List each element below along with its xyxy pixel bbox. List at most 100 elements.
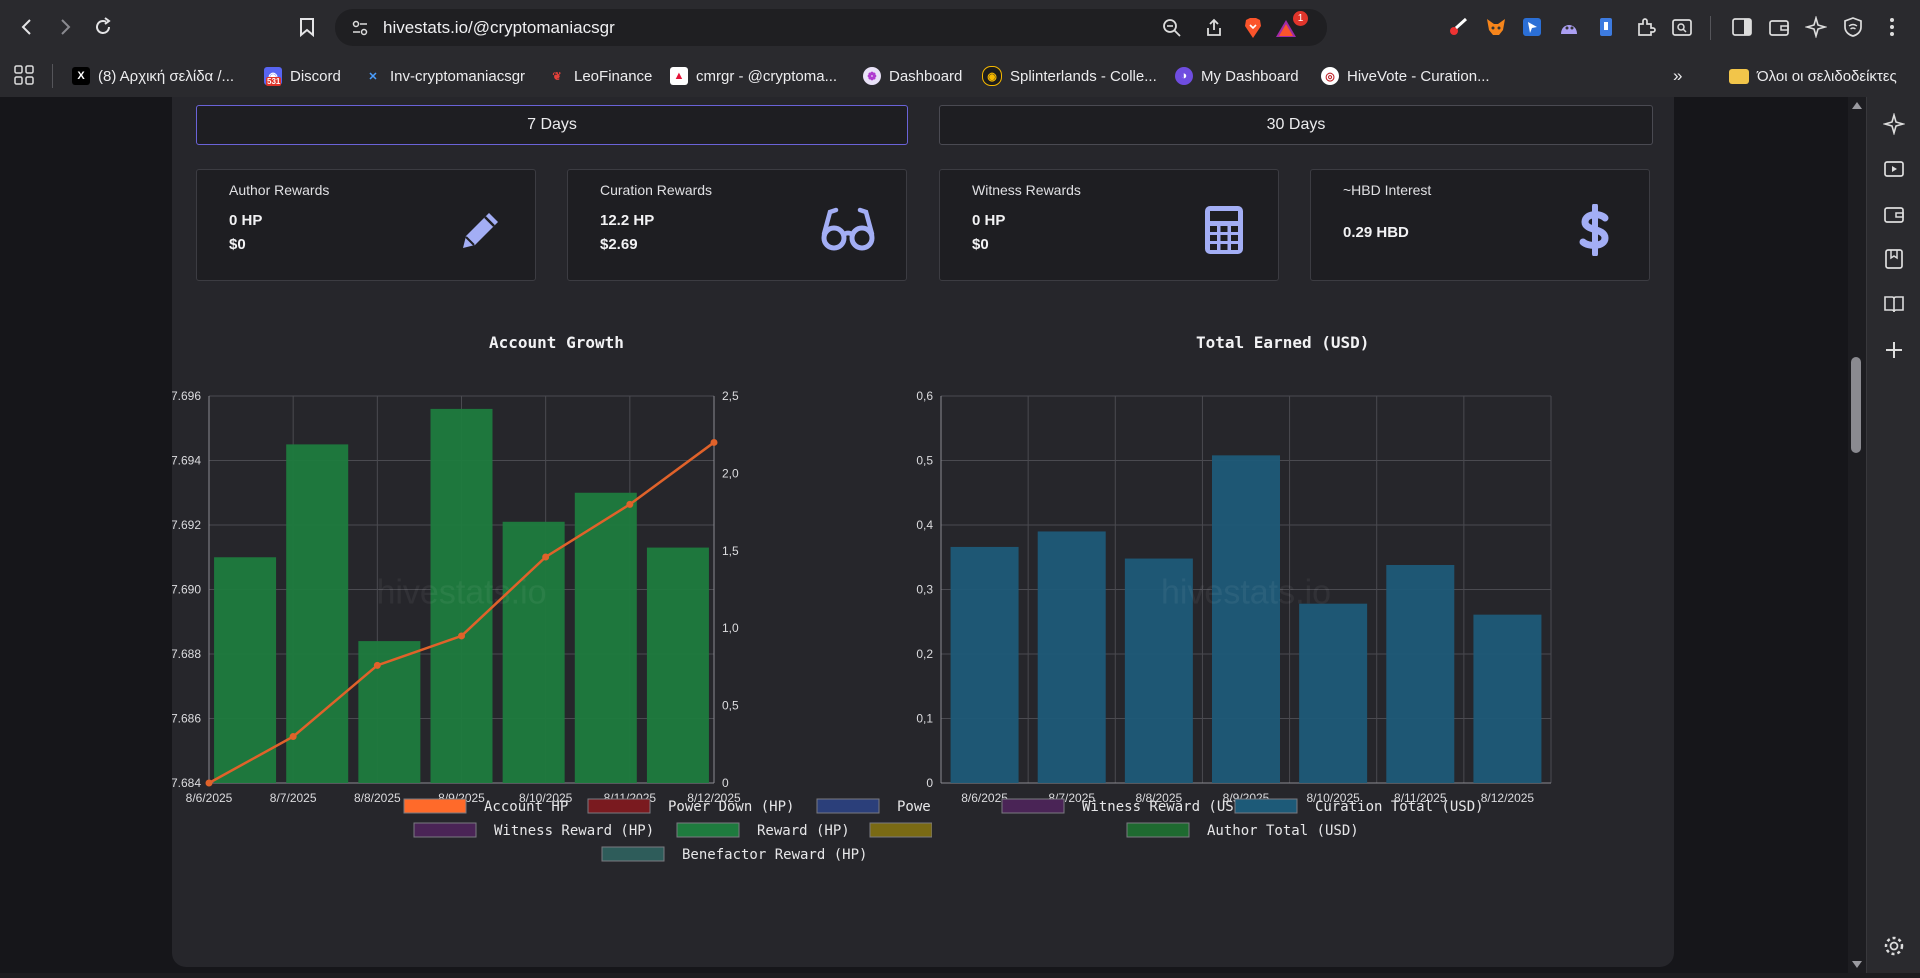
bookmark-mydashboard[interactable]: ◑ My Dashboard xyxy=(1175,65,1299,87)
bookmark-hivevote[interactable]: ◎ HiveVote - Curation... xyxy=(1321,65,1490,87)
legend-swatch xyxy=(1001,798,1065,814)
dashboard-icon: ❁ xyxy=(863,67,881,85)
chart-watermark: hivestats.io xyxy=(1161,574,1331,612)
splinterlands-icon: ◉ xyxy=(982,66,1002,86)
site-settings-icon[interactable] xyxy=(349,17,371,39)
bookmark-label: Splinterlands - Colle... xyxy=(1010,67,1157,85)
vpn-icon[interactable] xyxy=(1840,14,1866,40)
bookmark-label: (8) Αρχική σελίδα /... xyxy=(98,67,235,85)
bookmark-leofinance[interactable]: ❦ LeoFinance xyxy=(548,65,652,87)
witness-rewards-card: Witness Rewards 0 HP $0 xyxy=(939,169,1279,281)
bookmark-cmrgr[interactable]: ▲ cmrgr - @cryptoma... xyxy=(670,65,837,87)
card-title: Author Rewards xyxy=(229,182,330,198)
reward-hp-bar xyxy=(646,547,709,783)
reward-hp-bar xyxy=(358,641,421,783)
legend-label: Reward (HP) xyxy=(757,823,850,839)
account-hp-point xyxy=(458,632,465,640)
reading-list-icon[interactable] xyxy=(1881,291,1907,317)
legend-swatch xyxy=(601,846,665,862)
sidebar-settings-icon[interactable] xyxy=(1881,933,1907,959)
back-button[interactable] xyxy=(10,10,44,44)
folder-icon xyxy=(1729,68,1749,84)
apps-grid-icon[interactable] xyxy=(13,64,35,91)
x-tick-label: 8/8/2025 xyxy=(354,791,401,805)
account-growth-chart: 7.684 7.686 7.688 7.690 7.692 7.694 7.696 0 0,5 1… xyxy=(172,389,932,863)
url-text[interactable]: hivestats.io/@cryptomaniacsgr xyxy=(383,18,615,37)
card-usd-value: $0 xyxy=(229,236,246,253)
ext-shield-icon[interactable] xyxy=(1593,14,1619,40)
leo-sidebar-icon[interactable] xyxy=(1881,111,1907,137)
bookmark-x[interactable]: X (8) Αρχική σελίδα /... xyxy=(72,65,234,87)
bookmarks-sidebar-icon[interactable] xyxy=(1881,246,1907,272)
legend-swatch xyxy=(587,798,651,814)
media-sidebar-icon[interactable] xyxy=(1881,156,1907,182)
wallet-sidebar-icon[interactable] xyxy=(1881,201,1907,227)
add-panel-icon[interactable] xyxy=(1881,337,1907,363)
extensions-icon[interactable] xyxy=(1633,14,1659,40)
card-usd-value: $0 xyxy=(972,236,989,253)
bookmark-page-button[interactable] xyxy=(290,10,324,44)
y-tick-label: 0 xyxy=(926,776,933,790)
x-tick-label: 8/10/2025 xyxy=(519,791,573,805)
card-title: Curation Rewards xyxy=(600,182,713,198)
share-icon[interactable] xyxy=(1203,17,1225,39)
leo-ai-icon[interactable] xyxy=(1803,14,1829,40)
menu-icon[interactable] xyxy=(1879,14,1905,40)
legend-swatch xyxy=(869,822,932,838)
address-bar[interactable]: hivestats.io/@cryptomaniacsgr 1 xyxy=(335,9,1327,46)
all-bookmarks-folder[interactable]: Όλοι οι σελιδοδείκτες xyxy=(1729,65,1897,87)
curation-total-bar xyxy=(1124,558,1193,783)
bookmark-label: Όλοι οι σελιδοδείκτες xyxy=(1757,67,1897,85)
bookmark-inv[interactable]: ✕ Inv-cryptomaniacsgr xyxy=(364,65,525,87)
legend-swatch xyxy=(413,822,477,838)
y-tick-label: 0,1 xyxy=(916,712,933,726)
brave-shields-icon[interactable] xyxy=(1242,17,1264,39)
ext-cursor-icon[interactable] xyxy=(1519,14,1545,40)
back-arrow-icon xyxy=(21,19,31,35)
page-scrollbar[interactable] xyxy=(1848,97,1866,973)
curation-total-bar xyxy=(1299,603,1368,783)
x-tick-label: 8/7/2025 xyxy=(270,791,317,805)
account-hp-point xyxy=(710,438,718,446)
curation-total-bar xyxy=(1037,531,1106,783)
bookmark-splinterlands[interactable]: ◉ Splinterlands - Colle... xyxy=(982,65,1157,87)
y-left-tick-label: 7.694 xyxy=(172,454,201,468)
inv-icon: ✕ xyxy=(368,70,378,83)
calculator-icon xyxy=(1205,206,1243,254)
seven-days-button[interactable]: 7 Days xyxy=(196,105,908,145)
y-left-tick-label: 7.684 xyxy=(172,776,201,790)
wallet-icon[interactable] xyxy=(1766,14,1792,40)
total-earned-chart: 00,10,20,30,40,50,68/6/2025 8/7/2025 8/8/2… xyxy=(916,389,1552,839)
account-growth-title: Account Growth xyxy=(489,333,624,352)
account-hp-point xyxy=(626,500,634,508)
ext-ghost-icon[interactable] xyxy=(1556,14,1582,40)
bookmark-label: cmrgr - @cryptoma... xyxy=(696,67,838,85)
forward-button[interactable] xyxy=(48,10,82,44)
bookmark-discord[interactable]: ◉531 Discord xyxy=(264,65,341,87)
reload-icon xyxy=(96,17,111,34)
x-tick-label: 8/6/2025 xyxy=(961,791,1008,805)
more-bookmarks-button[interactable]: » xyxy=(1673,66,1683,85)
discord-badge: 531 xyxy=(266,77,282,86)
bookmark-label: My Dashboard xyxy=(1201,67,1299,85)
rewards-badge: 1 xyxy=(1293,11,1308,26)
bookmark-dashboard[interactable]: ❁ Dashboard xyxy=(863,65,962,87)
bookmark-icon xyxy=(300,18,314,37)
thirty-days-button[interactable]: 30 Days xyxy=(939,105,1653,145)
y-left-tick-label: 7.686 xyxy=(172,712,201,726)
scrollbar-thumb[interactable] xyxy=(1851,357,1861,453)
tab-search-icon[interactable] xyxy=(1669,14,1695,40)
legend-swatch xyxy=(676,822,740,838)
sidebar-toggle-icon[interactable] xyxy=(1729,14,1755,40)
legend-swatch xyxy=(403,798,467,814)
card-hp-value: 0 HP xyxy=(229,212,263,229)
reload-button[interactable] xyxy=(86,10,120,44)
zoom-icon[interactable] xyxy=(1161,17,1183,39)
ext-key-icon[interactable] xyxy=(1445,14,1471,40)
brave-rewards-icon[interactable] xyxy=(1275,17,1297,39)
ext-metamask-icon[interactable] xyxy=(1483,14,1509,40)
y-right-tick-label: 1,5 xyxy=(722,544,739,558)
legend-label: Power Down (HP) xyxy=(668,799,794,815)
dollar-icon xyxy=(1579,204,1609,256)
y-right-tick-label: 2,5 xyxy=(722,389,739,403)
